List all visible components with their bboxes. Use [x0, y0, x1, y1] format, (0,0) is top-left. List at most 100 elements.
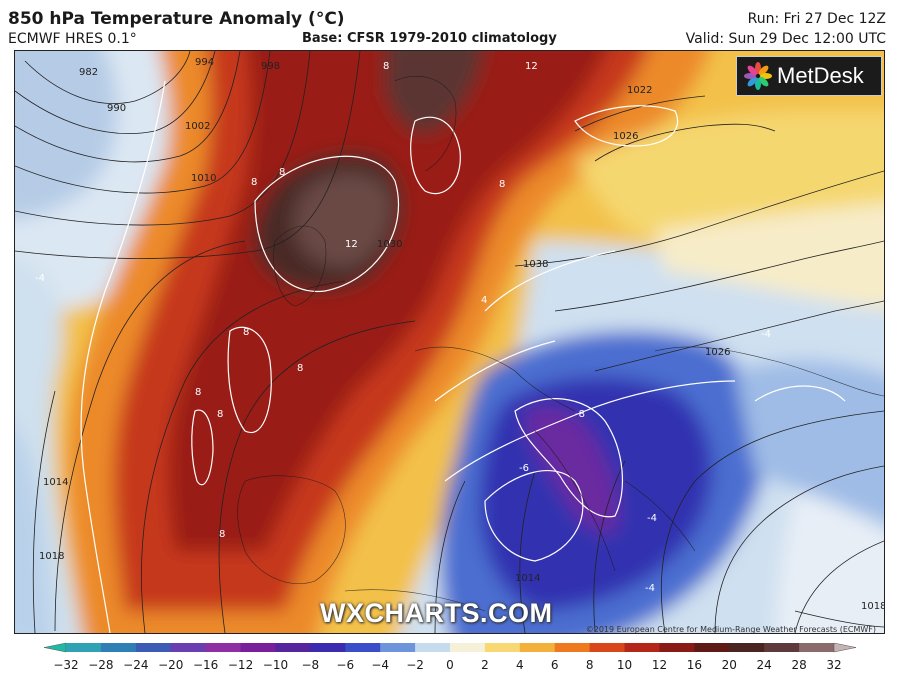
- colorbar-tick-label: 16: [687, 658, 702, 672]
- anomaly-map: 982 990 994 998 1002 1010 1014 1018 1022…: [14, 50, 885, 634]
- svg-text:12: 12: [525, 61, 538, 72]
- metdesk-logo-text: MetDesk: [777, 63, 864, 88]
- colorbar-tick-label: 28: [791, 658, 806, 672]
- colorbar-max-arrow: [833, 642, 857, 653]
- svg-text:1018: 1018: [861, 601, 884, 612]
- colorbar-segment: [135, 643, 172, 652]
- svg-text:8: 8: [219, 529, 225, 540]
- colorbar-tick-label: −20: [158, 658, 183, 672]
- ecmwf-copyright: ©2019 European Centre for Medium-Range W…: [585, 625, 876, 634]
- svg-text:982: 982: [79, 67, 98, 78]
- svg-text:1026: 1026: [613, 131, 638, 142]
- svg-text:-4: -4: [647, 513, 657, 524]
- colorbar-segment: [519, 643, 556, 652]
- svg-text:-8: -8: [575, 409, 585, 420]
- coastlines: [237, 75, 884, 612]
- colorbar-tick-label: 32: [826, 658, 841, 672]
- colorbar-tick-label: −6: [336, 658, 354, 672]
- svg-text:1026: 1026: [705, 347, 730, 358]
- svg-text:998: 998: [261, 61, 280, 72]
- valid-time: Valid: Sun 29 Dec 12:00 UTC: [685, 31, 886, 47]
- svg-text:12: 12: [345, 239, 358, 250]
- metdesk-flower-icon: [744, 62, 772, 90]
- colorbar-segment: [589, 643, 626, 652]
- svg-text:8: 8: [297, 363, 303, 374]
- svg-text:8: 8: [499, 179, 505, 190]
- svg-text:-4: -4: [35, 273, 45, 284]
- svg-text:994: 994: [195, 57, 214, 68]
- map-canvas: 982 990 994 998 1002 1010 1014 1018 1022…: [15, 51, 884, 633]
- colorbar-legend: −32 −28 −24 −20 −16 −12 −10 −8 −6 −4 −2 0 2 4 6 8 10 12 16…: [0, 636, 900, 689]
- colorbar-segment: [310, 643, 346, 652]
- colorbar-svg: −32 −28 −24 −20 −16 −12 −10 −8 −6 −4 −2 0 2 4 6 8 10 12 16…: [43, 642, 857, 672]
- colorbar-tick-label: −16: [193, 658, 218, 672]
- svg-text:1010: 1010: [191, 173, 216, 184]
- model-name: ECMWF HRES 0.1°: [8, 31, 137, 47]
- colorbar-segment: [66, 643, 102, 652]
- colorbar-tick-label: −8: [302, 658, 320, 672]
- colorbar-min-arrow: [43, 642, 67, 653]
- wxcharts-watermark: WXCHARTS.COM: [320, 598, 553, 628]
- svg-text:990: 990: [107, 103, 126, 114]
- svg-text:-4: -4: [761, 329, 771, 340]
- svg-text:8: 8: [251, 177, 257, 188]
- colorbar-segment: [380, 643, 416, 652]
- colorbar-tick-label: 2: [481, 658, 489, 672]
- colorbar-segment: [624, 643, 660, 652]
- colorbar-segment: [484, 643, 521, 652]
- svg-text:1002: 1002: [185, 121, 210, 132]
- colorbar-segment: [345, 643, 381, 652]
- colorbar-tick-label: 20: [722, 658, 737, 672]
- svg-text:1018: 1018: [39, 551, 64, 562]
- colorbar-tick-label: −32: [53, 658, 78, 672]
- isobar-labels: 982 990 994 998 1002 1010 1014 1018 1022…: [39, 57, 884, 612]
- svg-text:1022: 1022: [627, 85, 652, 96]
- colorbar-tick-label: −24: [123, 658, 148, 672]
- isobars: [15, 51, 884, 633]
- colorbar-tick-label: 0: [446, 658, 454, 672]
- colorbar-tick-label: 10: [617, 658, 632, 672]
- colorbar-segment: [554, 643, 591, 652]
- colorbar-tick-label: −4: [371, 658, 389, 672]
- colorbar-segment: [100, 643, 137, 652]
- colorbar-segment: [729, 643, 765, 652]
- svg-text:8: 8: [217, 409, 223, 420]
- colorbar-tick-label: −2: [406, 658, 424, 672]
- colorbar-tick-label: 4: [516, 658, 524, 672]
- colorbar-segment: [240, 643, 276, 652]
- colorbar-tick-label: −28: [88, 658, 113, 672]
- colorbar-segment: [170, 643, 207, 652]
- colorbar-tick-label: 8: [586, 658, 594, 672]
- colorbar-tick-label: 24: [757, 658, 772, 672]
- svg-text:1030: 1030: [377, 239, 402, 250]
- colorbar-tick-label: 6: [551, 658, 559, 672]
- svg-text:1014: 1014: [43, 477, 68, 488]
- run-time: Run: Fri 27 Dec 12Z: [747, 11, 886, 27]
- colorbar-segment: [415, 643, 451, 652]
- colorbar-tick-label: −10: [263, 658, 288, 672]
- svg-text:8: 8: [195, 387, 201, 398]
- svg-text:8: 8: [383, 61, 389, 72]
- anomaly-labels: 8 12 8 8 12 8 8 8 8 8 8 -4 -4 -4 -8 -6 -…: [35, 61, 771, 594]
- colorbar-segment: [659, 643, 695, 652]
- anomaly-field: [15, 51, 884, 633]
- svg-text:8: 8: [279, 167, 285, 178]
- colorbar-segment: [450, 643, 486, 652]
- metdesk-logo: MetDesk: [736, 56, 882, 96]
- chart-title: 850 hPa Temperature Anomaly (°C): [8, 9, 345, 29]
- colorbar-tick-label: 12: [652, 658, 667, 672]
- svg-text:8: 8: [243, 327, 249, 338]
- svg-text:1014: 1014: [515, 573, 540, 584]
- colorbar-segment: [205, 643, 242, 652]
- colorbar-segment: [799, 643, 835, 652]
- colorbar-segment: [275, 643, 311, 652]
- svg-text:1038: 1038: [523, 259, 548, 270]
- svg-text:-6: -6: [519, 463, 529, 474]
- colorbar-tick-label: −12: [228, 658, 253, 672]
- svg-text:4: 4: [481, 295, 487, 306]
- climatology-base: Base: CFSR 1979-2010 climatology: [302, 31, 557, 46]
- svg-text:-4: -4: [645, 583, 655, 594]
- anomaly-contours: [80, 80, 846, 633]
- colorbar-segment: [694, 643, 730, 652]
- colorbar-segment: [764, 643, 800, 652]
